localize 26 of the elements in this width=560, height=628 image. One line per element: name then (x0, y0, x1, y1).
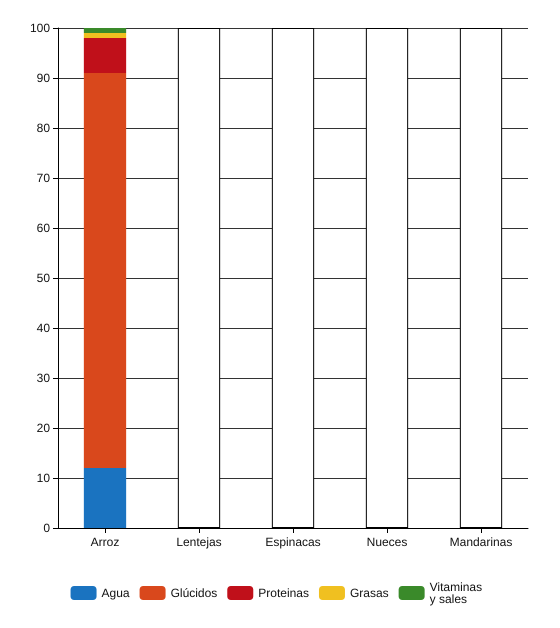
y-tick-label: 100 (30, 21, 50, 35)
bar (84, 468, 126, 528)
bar (84, 73, 126, 468)
x-tick-label: Mandarinas (450, 535, 512, 549)
y-tick-label: 30 (36, 371, 50, 385)
x-tick-label: Espinacas (265, 535, 321, 549)
y-tick-label: 0 (43, 521, 50, 535)
y-tick-label: 10 (36, 471, 50, 485)
bar (84, 33, 126, 38)
y-tick-label: 40 (36, 321, 50, 335)
legend-label: Proteinas (258, 586, 309, 600)
y-tick-label: 90 (36, 71, 50, 85)
y-tick-label: 20 (36, 421, 50, 435)
y-tick-label: 60 (36, 221, 50, 235)
legend-label: Agua (102, 586, 130, 600)
y-tick-label: 70 (36, 171, 50, 185)
x-tick-label: Nueces (366, 535, 408, 549)
bar (84, 38, 126, 73)
legend-label: Glúcidos (170, 586, 218, 600)
legend-label: Grasas (350, 586, 389, 600)
y-tick-label: 80 (36, 121, 50, 135)
x-tick-label: Arroz (90, 535, 120, 549)
x-tick-label: Lentejas (176, 535, 222, 549)
legend-label: Vitaminas y sales (430, 580, 486, 606)
bar (84, 28, 126, 33)
y-tick-label: 50 (36, 271, 50, 285)
